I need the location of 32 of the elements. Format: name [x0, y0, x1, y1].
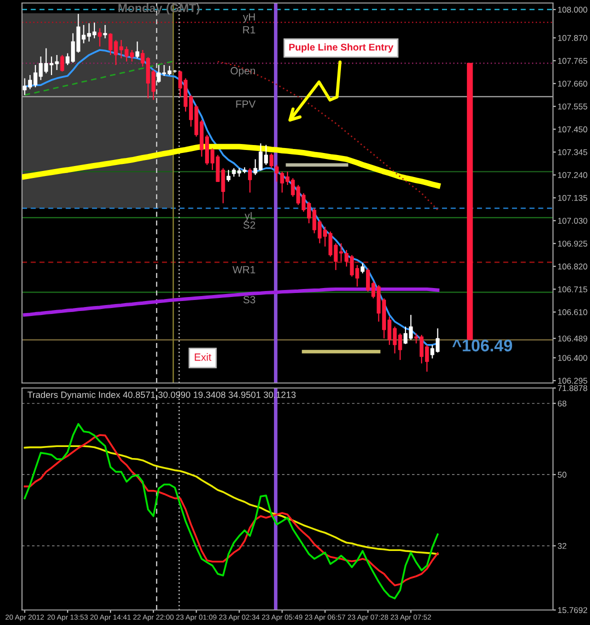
- y-tick-label: 15.7692: [558, 607, 588, 614]
- annotation: ^106.49: [452, 340, 512, 352]
- ref-line-label: FPV: [236, 100, 256, 108]
- y-tick-label: 71.8878: [558, 385, 588, 392]
- y-tick-label: 68: [558, 400, 566, 406]
- ref-line-label: S2: [243, 221, 256, 229]
- y-tick-label: 107.030: [558, 218, 588, 224]
- y-tick-label: 107.660: [558, 80, 588, 87]
- y-tick-label: 108.000: [558, 6, 588, 13]
- y-tick-label: 106.820: [558, 264, 588, 270]
- annotation: Exit: [194, 353, 212, 361]
- y-tick-label: 106.489: [558, 336, 588, 342]
- y-tick-label: 32: [558, 542, 566, 549]
- annotation: Puple Line Short Entry: [289, 43, 394, 53]
- ref-line-label: R1: [243, 26, 256, 34]
- y-tick-label: 106.400: [558, 354, 588, 361]
- y-tick-label: 107.135: [558, 194, 588, 201]
- y-tick-label: 107.765: [558, 58, 588, 64]
- y-tick-label: 107.870: [558, 35, 588, 41]
- ref-line-label: yH: [242, 13, 255, 23]
- y-tick-label: 107.345: [558, 149, 588, 156]
- ref-line-label: Open: [230, 67, 255, 76]
- y-tick-label: 106.925: [558, 240, 588, 247]
- ref-line-label: S3: [243, 296, 256, 304]
- ref-line-label: WR1: [232, 266, 256, 274]
- y-tick-label: 107.450: [558, 126, 588, 132]
- y-tick-label: 107.240: [558, 172, 588, 178]
- y-tick-label: 106.715: [558, 286, 588, 292]
- y-tick-label: 107.555: [558, 104, 588, 110]
- y-tick-label: 50: [558, 472, 566, 478]
- y-tick-label: 106.610: [558, 309, 588, 316]
- y-tick-label: 106.295: [558, 378, 588, 384]
